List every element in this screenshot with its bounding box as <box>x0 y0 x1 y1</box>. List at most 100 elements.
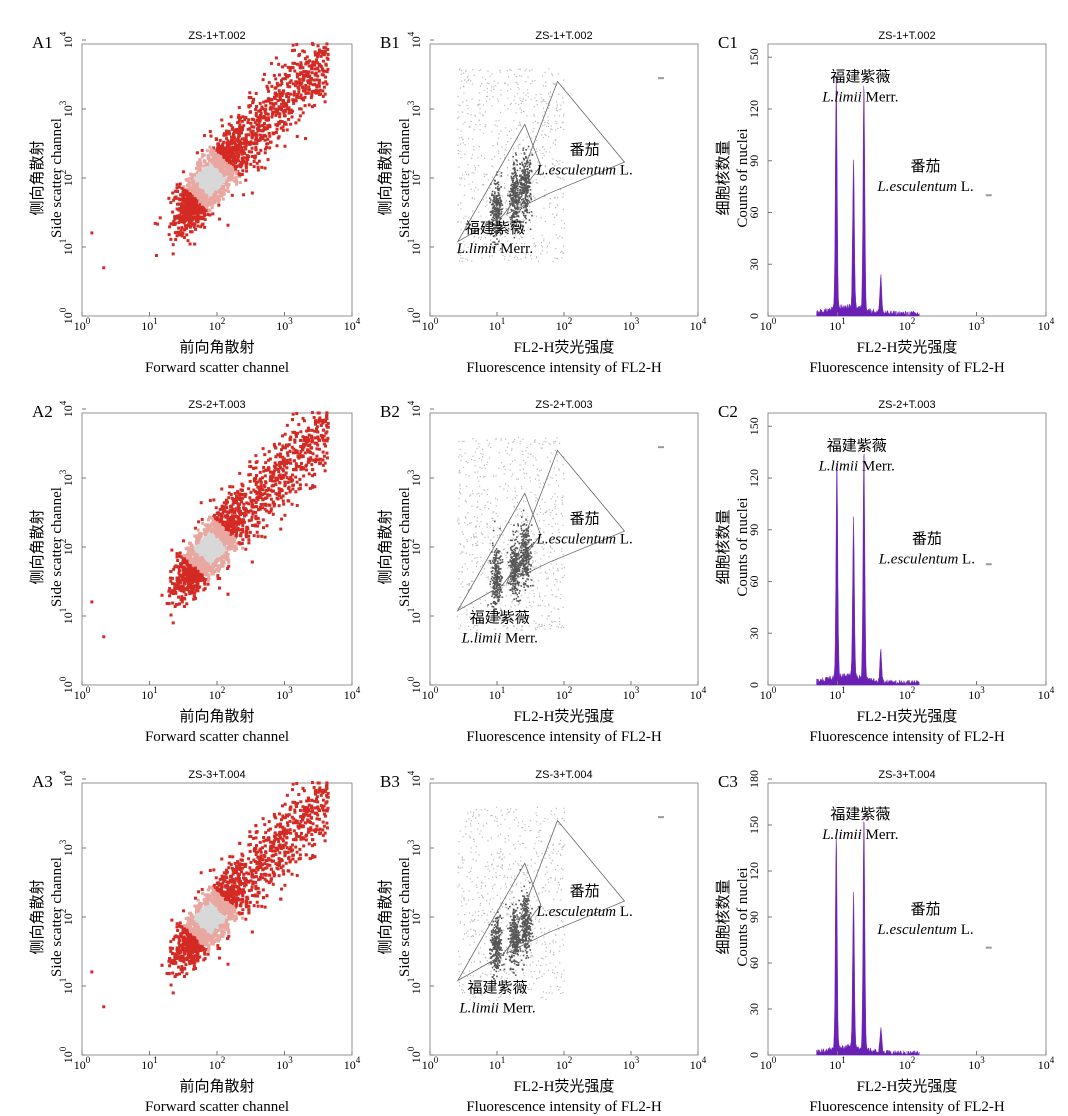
scatter-points <box>90 42 330 270</box>
event-point <box>302 69 306 73</box>
event-point <box>234 176 238 180</box>
event-point <box>549 147 552 149</box>
event-point <box>259 134 263 138</box>
cluster-point <box>514 201 517 204</box>
event-point <box>471 220 473 222</box>
cluster-point <box>516 182 519 185</box>
event-point <box>548 68 550 70</box>
event-point <box>313 82 317 86</box>
event-point <box>516 93 519 95</box>
cluster-point <box>520 195 523 198</box>
event-point <box>192 200 196 204</box>
cluster-point <box>528 166 531 168</box>
event-point <box>178 219 182 223</box>
event-point <box>287 74 291 78</box>
event-point <box>220 192 224 196</box>
event-point <box>234 166 238 170</box>
event-point <box>196 188 200 192</box>
event-point <box>552 213 554 215</box>
event-point <box>227 142 231 146</box>
cluster-point <box>514 224 517 227</box>
event-point <box>305 429 309 433</box>
event-point <box>218 183 222 187</box>
cluster-point <box>527 161 529 164</box>
cluster-point <box>531 214 533 217</box>
cluster-point <box>511 216 513 219</box>
event-point <box>522 219 524 221</box>
cluster-point <box>514 194 516 197</box>
x-tick-label: 101 <box>489 316 506 333</box>
event-point <box>488 255 491 258</box>
event-point <box>483 175 485 178</box>
event-point <box>274 56 278 60</box>
event-point <box>471 260 473 262</box>
event-point <box>502 207 504 209</box>
cluster-point <box>530 198 533 201</box>
event-point <box>255 105 259 109</box>
event-point <box>240 125 244 129</box>
cluster-point <box>521 161 523 164</box>
cluster-point <box>523 158 525 161</box>
cluster-point <box>528 185 530 187</box>
cluster-point <box>492 246 494 249</box>
event-point <box>520 125 522 127</box>
cluster-point <box>518 210 521 213</box>
event-point <box>503 157 506 159</box>
cluster-point <box>517 187 519 190</box>
event-point <box>204 201 208 205</box>
event-point <box>242 151 246 155</box>
cluster-point <box>507 227 510 230</box>
cluster-point <box>526 177 529 180</box>
event-point <box>549 104 551 106</box>
event-point <box>286 92 290 96</box>
event-point <box>530 83 532 85</box>
event-point <box>562 101 565 103</box>
event-point <box>241 156 245 160</box>
event-point <box>192 223 196 227</box>
cluster-point <box>525 149 527 151</box>
event-point <box>520 102 522 105</box>
event-point <box>499 170 501 172</box>
cluster-point <box>511 191 513 193</box>
event-point <box>504 248 507 250</box>
cluster-point <box>516 194 519 196</box>
cluster-point <box>523 229 525 232</box>
event-point <box>234 164 238 168</box>
cluster-point <box>516 212 519 214</box>
cluster-point <box>518 197 520 200</box>
event-point <box>208 171 212 175</box>
event-point <box>313 436 317 440</box>
cluster-point <box>496 214 498 217</box>
event-point <box>321 59 325 63</box>
event-point <box>499 71 502 73</box>
event-point <box>310 463 314 467</box>
event-point <box>506 226 508 229</box>
event-point <box>526 89 529 91</box>
event-point <box>460 208 462 210</box>
cluster-point <box>520 179 523 182</box>
event-point <box>491 73 493 75</box>
cluster-point <box>523 177 526 179</box>
cluster-point <box>515 180 517 183</box>
event-point <box>216 162 220 166</box>
event-point <box>189 224 193 228</box>
cluster-point <box>497 220 500 223</box>
event-point <box>298 107 302 111</box>
event-point <box>473 235 475 237</box>
event-point <box>555 234 557 236</box>
event-point <box>519 121 521 123</box>
cluster-point <box>520 186 522 188</box>
event-point <box>297 87 301 91</box>
event-point <box>497 100 500 102</box>
gate-esculentum <box>506 80 626 215</box>
event-point <box>205 185 209 189</box>
cluster-point <box>500 224 503 227</box>
event-point <box>515 243 517 245</box>
x-axis-label: Fluorescence intensity of FL2-H <box>466 360 662 376</box>
event-point <box>224 148 228 152</box>
event-point <box>508 259 510 261</box>
event-point <box>276 84 280 88</box>
cluster-point <box>512 187 515 190</box>
cluster-point <box>498 210 501 212</box>
event-point <box>248 473 252 477</box>
